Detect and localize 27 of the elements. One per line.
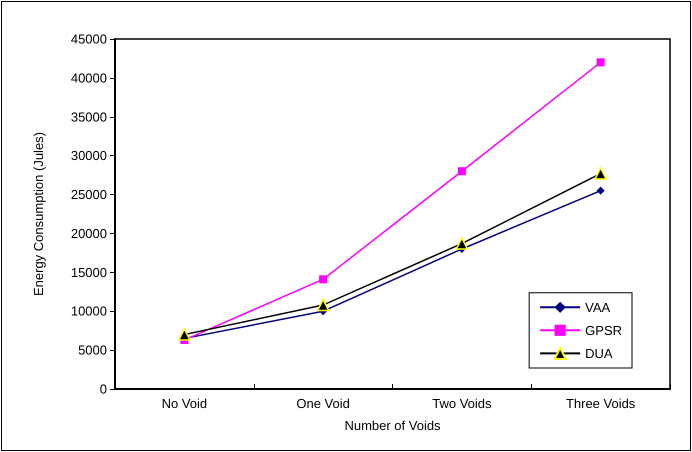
y-tick-label: 20000	[70, 226, 107, 241]
y-tick-label: 40000	[70, 70, 107, 86]
y-tick-label: 5000	[78, 342, 107, 358]
legend-label: GPSR	[585, 322, 622, 338]
legend-label: DUA	[585, 346, 613, 361]
x-tick-label: Three Voids	[566, 396, 636, 411]
point	[456, 237, 468, 250]
point	[316, 298, 330, 312]
point	[596, 58, 605, 66]
x-tick-label: One Void	[296, 396, 350, 411]
point	[319, 275, 328, 284]
point	[596, 186, 605, 195]
point	[178, 328, 191, 341]
y-tick-label: 10000	[70, 304, 107, 319]
y-tick-label: 45000	[70, 32, 107, 46]
point	[594, 167, 607, 180]
x-axis-title: Number of Voids	[344, 418, 442, 433]
legend-label: VAA	[585, 300, 611, 315]
x-tick-label: No Void	[162, 396, 208, 411]
y-tick-label: 25000	[70, 187, 107, 202]
y-tick-label: 30000	[70, 148, 107, 164]
y-axis-title: Energy Consumption (Jules)	[31, 132, 46, 296]
y-tick-label: 15000	[70, 264, 107, 280]
y-tick-label: 35000	[70, 109, 107, 124]
point	[458, 167, 466, 176]
x-tick-label: Two Voids	[432, 396, 492, 411]
y-tick-label: 0	[100, 382, 107, 396]
